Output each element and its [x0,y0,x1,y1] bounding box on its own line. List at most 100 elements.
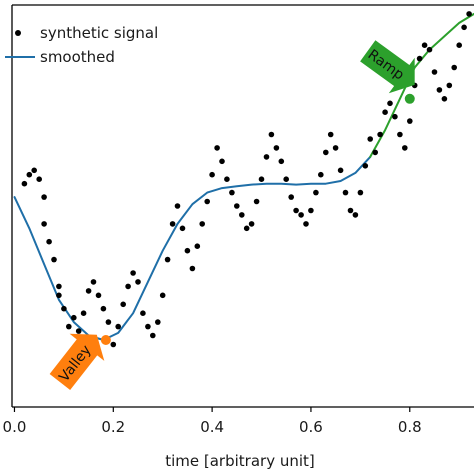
x-tick-label: 0.8 [398,418,422,436]
signal-point [105,319,112,325]
signal-point [377,131,383,138]
signal-point [189,265,196,272]
signal-point [51,256,57,263]
signal-point [46,238,52,245]
signal-point [214,145,220,151]
signal-point [41,194,47,200]
annotation-marker-valley [100,335,111,345]
signal-point [263,154,270,160]
signal-point [426,46,433,53]
signal-point [402,145,408,151]
signal-point [174,203,181,209]
signal-point [367,136,374,142]
signal-point [273,145,280,151]
signal-point [234,203,240,209]
signal-point [90,279,97,285]
annotation-arrow-ramp: Ramp [360,40,415,94]
signal-point [75,328,82,334]
signal-point [184,247,191,254]
signal-point [110,341,117,348]
signal-point [397,131,403,138]
signal-point [36,176,42,182]
signal-point [461,24,467,31]
signal-point [323,149,329,156]
x-ticks-group: 0.0 0.2 0.4 0.6 0.8 [3,407,422,436]
signal-point [466,11,472,17]
signal-point [95,292,102,299]
signal-point [416,55,423,62]
signal-point [56,283,62,290]
legend-dot-icon [15,30,21,36]
signal-point [362,163,369,169]
signal-point [337,167,344,174]
signal-point [120,301,126,308]
signal-point [80,310,87,317]
signal-point [199,221,205,227]
signal-point [293,207,299,214]
signal-point [436,87,443,93]
signal-point [155,319,161,325]
signal-point [451,64,458,71]
axes-frame-group [11,4,474,408]
smoothed-line-1 [369,12,474,158]
x-tick-label: 0.0 [3,418,27,436]
signal-point [327,131,334,138]
signal-point [392,113,398,120]
signal-point [253,198,260,205]
signal-point [159,292,166,299]
signal-point [21,180,28,187]
signal-point [387,100,393,107]
x-axis-label: time [arbitrary unit] [165,452,315,470]
signal-point [61,305,67,312]
signal-point [41,221,47,227]
signal-point [66,323,72,330]
signal-point [140,310,146,317]
signal-points-group [21,11,472,348]
signal-point [26,171,33,178]
signal-point [258,176,265,182]
signal-point [313,189,319,196]
x-tick-label: 0.6 [299,418,323,436]
annotation-marker-ramp [404,93,415,104]
x-tick-label: 0.4 [200,418,224,436]
signal-point [224,176,230,182]
x-tick-label: 0.2 [101,418,125,436]
signal-point [288,194,295,200]
signal-point [219,158,225,165]
signal-point [283,176,290,182]
signal-point [31,167,37,174]
signal-point [421,42,428,48]
signal-point [332,145,339,151]
signal-point [125,283,131,290]
signal-point [194,243,201,249]
signal-point [229,189,235,196]
signal-point [347,207,354,214]
signal-point [308,207,314,214]
signal-point [239,212,245,218]
signal-point [248,221,255,227]
signal-point [318,171,324,178]
signal-point [352,212,359,218]
signal-point [71,314,77,321]
signal-point [431,69,438,75]
signal-point [268,131,275,138]
smoothed-line-0 [13,155,372,341]
signal-point [56,292,62,299]
signal-point [100,305,107,312]
legend-label-smoothed: smoothed [40,48,115,66]
signal-point [135,279,141,285]
signal-point [298,212,304,218]
signal-point [441,96,448,102]
legend: synthetic signal smoothed [5,24,158,66]
signal-point [303,221,309,227]
legend-label-signal: synthetic signal [40,24,158,42]
signal-point [382,109,388,115]
signal-point [164,256,171,263]
signal-point [150,332,156,339]
signal-point [446,82,453,89]
signal-point [372,149,379,156]
signal-point [169,221,176,227]
signal-point [145,323,151,330]
signal-point [407,118,413,124]
signal-point [209,171,215,178]
